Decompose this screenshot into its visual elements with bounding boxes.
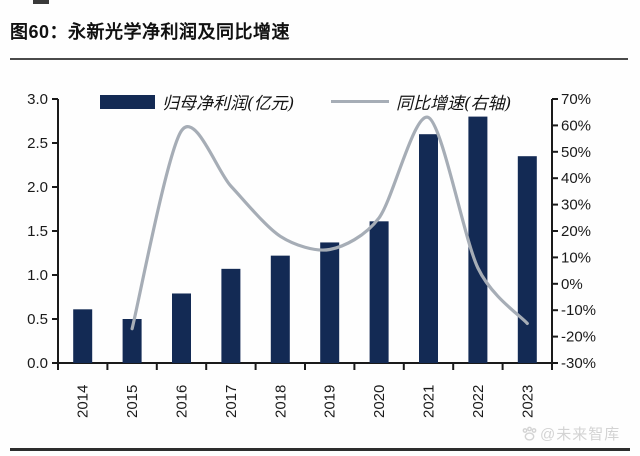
right-axis-tick-label: -30% [561,355,596,372]
growth-line [130,115,529,331]
x-axis-label: 2019 [322,385,339,418]
x-axis-label: 2015 [124,385,141,418]
right-axis-tick-label: 40% [561,170,591,187]
bar-2016 [172,293,191,363]
left-axis-tick-label: 2.0 [27,179,48,196]
bar-series-swatch [100,95,155,109]
bar-2019 [320,242,340,363]
right-axis-tick-label: 0% [561,276,583,293]
x-axis-label: 2021 [421,385,438,418]
left-axis-tick-label: 1.0 [27,267,48,284]
x-axis-label: 2014 [75,385,92,418]
figure-title: 图60：永新光学净利润及同比增速 [10,22,291,42]
right-axis-tick-label: 20% [561,223,591,240]
right-axis-tick-label: 70% [561,91,591,108]
left-axis-tick-label: 1.5 [27,223,48,240]
bar-2021 [419,134,438,363]
watermark: @未来智库 [521,423,620,444]
bar-2014 [73,309,93,363]
right-axis-tick-label: -10% [561,302,596,319]
line-series-label: 同比增速(右轴) [396,94,512,114]
left-axis-tick-label: 2.5 [27,135,48,152]
x-axis-label: 2018 [272,385,289,418]
watermark-text: @未来智库 [540,426,621,443]
bar-2018 [270,255,290,363]
bar-2017 [221,268,241,363]
right-axis-tick-label: -20% [561,329,596,346]
x-axis-label: 2022 [470,385,487,418]
x-axis-label: 2016 [174,385,191,418]
left-axis-tick-label: 3.0 [27,91,48,108]
right-axis-tick-label: 50% [561,144,591,161]
x-axis-label: 2020 [371,385,388,418]
line-series-swatch [331,100,389,103]
paw-icon [522,426,537,441]
bottom-divider [10,448,630,451]
bar-2020 [369,221,389,363]
right-axis-tick-label: 10% [561,249,591,266]
x-axis-label: 2017 [223,385,240,418]
right-axis-tick-label: 60% [561,117,591,134]
bar-series-label: 归母净利润(亿元) [162,94,295,114]
left-axis-tick-label: 0.0 [27,355,48,372]
right-axis-tick-label: 30% [561,197,591,214]
bar-2023 [517,156,537,363]
title-divider [10,58,628,60]
crop-artifact [33,0,49,4]
x-axis-label: 2023 [519,385,536,418]
left-axis-tick-label: 0.5 [27,311,48,328]
bar-2022 [468,116,488,363]
bar-2015 [122,319,142,363]
